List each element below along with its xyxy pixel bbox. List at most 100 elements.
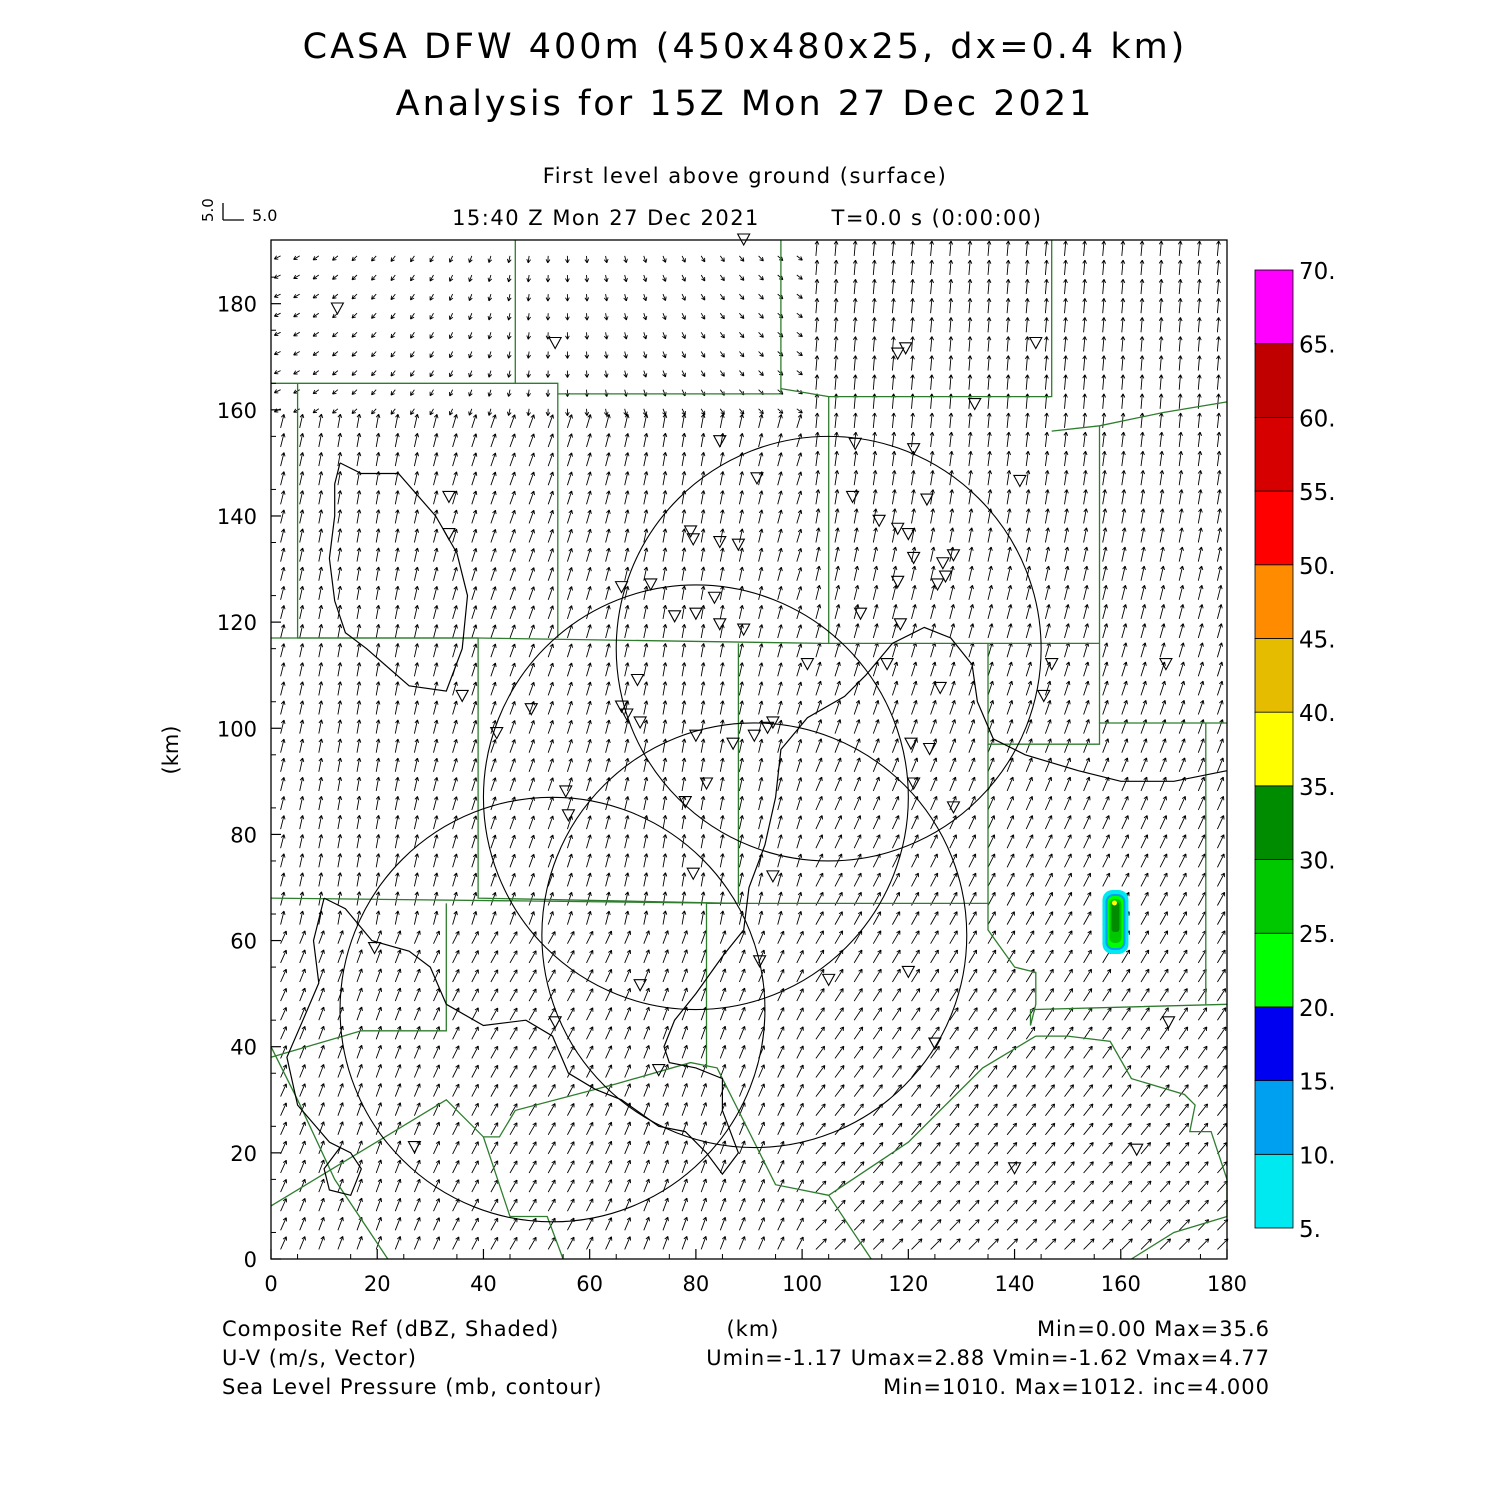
station-marker [1158,658,1173,671]
colorbar-segment [1254,1080,1294,1155]
county-line [828,1035,1037,1196]
reflectivity-cell-30 [1111,901,1120,932]
reflectivity-cells [1102,889,1129,954]
county-line [270,1061,829,1207]
county-line [1035,1035,1228,1217]
footer-left-1: Composite Ref (dBZ, Shaded) [222,1317,559,1341]
colorbar-segment [1254,859,1294,934]
station-marker [927,1037,942,1051]
x-tick-label: 60 [576,1272,603,1296]
station-marker [731,538,746,552]
station-marker [712,535,727,549]
level-subtitle: First level above ground (surface) [543,164,948,188]
station-marker [643,578,658,592]
county-line [271,240,516,384]
station-marker [935,557,950,570]
station-marker [686,867,701,881]
station-marker [407,1140,422,1154]
station-marker [548,1016,563,1029]
station-marker [367,941,382,955]
station-marker [901,965,916,979]
county-boundaries [270,240,1228,1260]
colorbar-segment [1254,343,1294,418]
station-marker [712,618,727,631]
station-marker [848,437,863,451]
station-marker [898,342,913,355]
station-marker [919,493,934,507]
colorbar-segment [1254,269,1294,345]
colorbar-label: 35. [1299,775,1336,801]
station-marker [967,397,982,411]
y-tick-label: 20 [230,1142,257,1166]
county-line [987,903,1228,1026]
colorbar-label: 30. [1299,849,1336,875]
station-marker [1012,474,1027,488]
county-line [270,897,739,905]
x-tick-label: 140 [995,1272,1035,1296]
station-marker [933,681,948,695]
station-marker [736,623,751,637]
colorbar-label: 15. [1299,1070,1336,1096]
station-marker [630,673,645,687]
y-tick-label: 100 [217,717,257,741]
radar-range-rings [339,435,1042,1223]
county-line [737,643,988,905]
station-marker [633,979,648,992]
radar-ring [482,584,909,1011]
station-marker [1036,689,1051,703]
station-marker [524,703,539,716]
station-markers [330,233,1176,1175]
vector-key-x-label: 5.0 [252,206,277,225]
station-marker [489,727,504,740]
y-tick-label: 140 [217,505,257,529]
station-marker [880,658,895,671]
station-marker [726,737,740,751]
wind-vector-field [273,240,1229,1250]
station-marker [752,955,767,968]
station-marker [330,302,345,316]
station-marker [853,607,868,621]
footer-right-2: Umin=-1.17 Umax=2.88 Vmin=-1.62 Vmax=4.7… [706,1346,1270,1370]
station-marker [688,729,703,743]
station-marker [678,796,693,809]
station-marker [548,336,563,350]
colorbar-label: 40. [1299,701,1336,727]
county-line [477,638,739,905]
valid-time: 15:40 Z Mon 27 Dec 2021 [452,206,760,230]
station-marker [614,581,629,594]
chart-title: CASA DFW 400m (450x480x25, dx=0.4 km) [303,27,1188,67]
y-axis-label: (km) [159,725,183,774]
station-marker [633,716,648,730]
county-line [1131,1215,1228,1260]
county-line [780,240,1053,398]
pressure-contour [286,897,362,1197]
x-tick-label: 160 [1101,1272,1141,1296]
station-marker [707,591,722,605]
station-marker [901,528,916,541]
footer-left-2: U-V (m/s, Vector) [222,1346,417,1370]
colorbar: 5. 10. 15. 20. 25. 30. 35. 40. 45. 50. 55. 60. 65. 70… [1254,259,1336,1243]
station-marker [1028,336,1043,350]
colorbar-segment [1254,564,1294,639]
plot-area: 0 20 40 60 80 100 120 140 160 180 0 20 40 60 80 100 120… [217,233,1247,1296]
station-marker [906,551,921,565]
vector-key: 5.0 5.0 [199,198,277,225]
colorbar-segment [1254,1153,1294,1229]
county-line [828,1194,872,1260]
station-marker [821,973,836,987]
x-tick-label: 80 [683,1272,710,1296]
station-marker [619,708,634,722]
colorbar-label: 45. [1299,627,1336,653]
y-tick-label: 180 [217,293,257,317]
station-marker [938,570,953,584]
county-line [270,903,447,1058]
station-marker [747,729,762,743]
pressure-contour [328,462,469,692]
county-line [515,240,782,395]
station-marker [946,801,961,815]
station-marker [760,721,775,735]
y-tick-label: 60 [230,930,257,954]
colorbar-segment [1254,638,1294,713]
y-tick-label: 80 [230,823,257,847]
colorbar-label: 55. [1299,480,1336,506]
